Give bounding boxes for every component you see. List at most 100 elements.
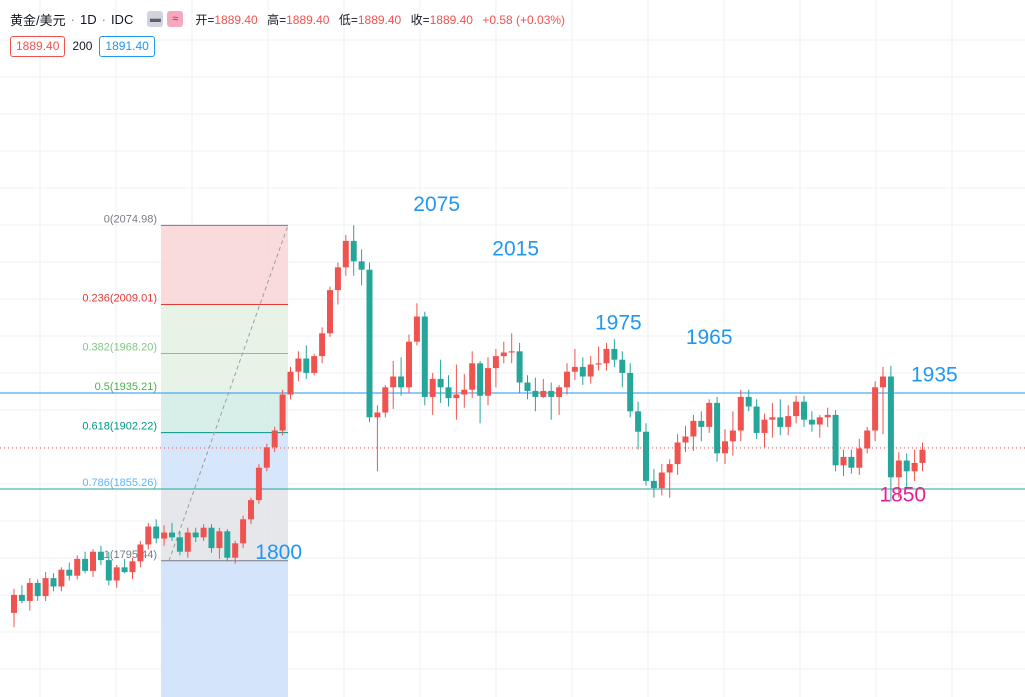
candle	[848, 449, 855, 474]
candle	[690, 414, 697, 451]
candle-body	[342, 240, 349, 268]
candle	[319, 327, 326, 364]
candle-body	[232, 543, 239, 558]
candle	[903, 453, 910, 489]
candle-body	[461, 389, 468, 395]
candle-body	[358, 261, 365, 270]
candle-body	[311, 356, 318, 373]
candle	[224, 528, 231, 562]
candle-body	[192, 532, 199, 538]
candle-body	[398, 376, 405, 388]
spread-value: 200	[72, 39, 93, 53]
candle	[398, 357, 405, 396]
fib-zone-3	[161, 393, 288, 433]
candle	[729, 411, 736, 456]
candle-body	[303, 358, 310, 373]
candle	[824, 407, 831, 427]
candle-body	[587, 364, 594, 377]
candle-body	[808, 419, 815, 425]
candle	[366, 262, 373, 423]
candle-body	[477, 363, 484, 396]
candle	[192, 527, 199, 543]
candle-body	[801, 401, 807, 420]
candle	[34, 579, 41, 601]
candle	[153, 519, 160, 544]
candle	[864, 426, 871, 454]
candle-body	[540, 390, 547, 397]
wave-icon[interactable]: ≈	[167, 11, 184, 27]
candle-body	[350, 240, 357, 262]
candle-body	[556, 387, 563, 397]
candle-body	[729, 430, 736, 442]
low-label: 低=	[338, 12, 358, 27]
change-value: +0.58 (+0.03%)	[482, 12, 566, 27]
candle	[627, 363, 634, 418]
candle-body	[706, 402, 713, 427]
candle-body	[42, 578, 49, 597]
candle	[666, 459, 673, 498]
candle-body	[113, 567, 120, 581]
candle-body	[445, 387, 452, 399]
candle-body	[777, 417, 784, 427]
candle-body	[571, 366, 578, 372]
candle-body	[34, 582, 41, 597]
minus-icon[interactable]: ▬	[147, 11, 164, 27]
candle	[524, 375, 531, 400]
ask-price-button[interactable]: 1891.40	[99, 35, 155, 57]
candle-body	[761, 419, 768, 433]
interval-label[interactable]: 1D	[79, 11, 97, 27]
fib-level-label: 0.5(1935.21)	[95, 381, 157, 393]
close-label: 收=	[410, 12, 430, 27]
candle	[90, 549, 96, 577]
horizontal-lines	[0, 392, 1025, 490]
candle	[74, 555, 81, 580]
candle-body	[50, 578, 57, 587]
candle	[801, 395, 807, 427]
price-annotation: 1850	[879, 483, 926, 506]
candle	[745, 389, 752, 412]
candle	[722, 429, 728, 465]
candle	[161, 525, 168, 546]
candle	[548, 382, 555, 420]
candle	[334, 262, 341, 305]
candle	[200, 524, 207, 541]
candle-body	[698, 420, 705, 427]
candle	[263, 443, 270, 472]
candle	[603, 342, 610, 371]
symbol-name[interactable]: 黄金/美元	[10, 12, 66, 28]
candle	[500, 341, 507, 364]
candle	[271, 426, 278, 453]
candle-body	[374, 412, 381, 418]
candle	[777, 399, 784, 436]
fib-level-label: 0.786(1855.26)	[82, 477, 157, 489]
candle	[129, 557, 136, 580]
candle	[248, 497, 254, 525]
candle	[477, 360, 484, 424]
candle-body	[129, 561, 136, 573]
bid-price-button[interactable]: 1889.40	[10, 35, 66, 57]
fib-level-label: 1(1795.44)	[104, 549, 157, 561]
candle	[587, 356, 594, 384]
candle	[737, 389, 744, 442]
candle-body	[413, 316, 420, 342]
candle	[532, 377, 539, 412]
candle-body	[90, 551, 96, 571]
candle	[216, 527, 223, 559]
candle	[571, 348, 578, 381]
candle	[492, 348, 499, 388]
candle	[295, 351, 302, 382]
candle-body	[840, 456, 847, 466]
candle-body	[611, 348, 618, 360]
candle-body	[208, 527, 215, 549]
candle-body	[793, 401, 800, 417]
candle	[26, 578, 33, 611]
candle-body	[532, 390, 539, 397]
candle	[42, 572, 49, 601]
candle-body	[153, 526, 160, 539]
candle	[658, 464, 665, 496]
candle-body	[848, 456, 855, 468]
quote-row: 1889.40 200 1891.40	[10, 35, 155, 57]
candle-body	[864, 430, 871, 449]
candle	[311, 353, 318, 376]
